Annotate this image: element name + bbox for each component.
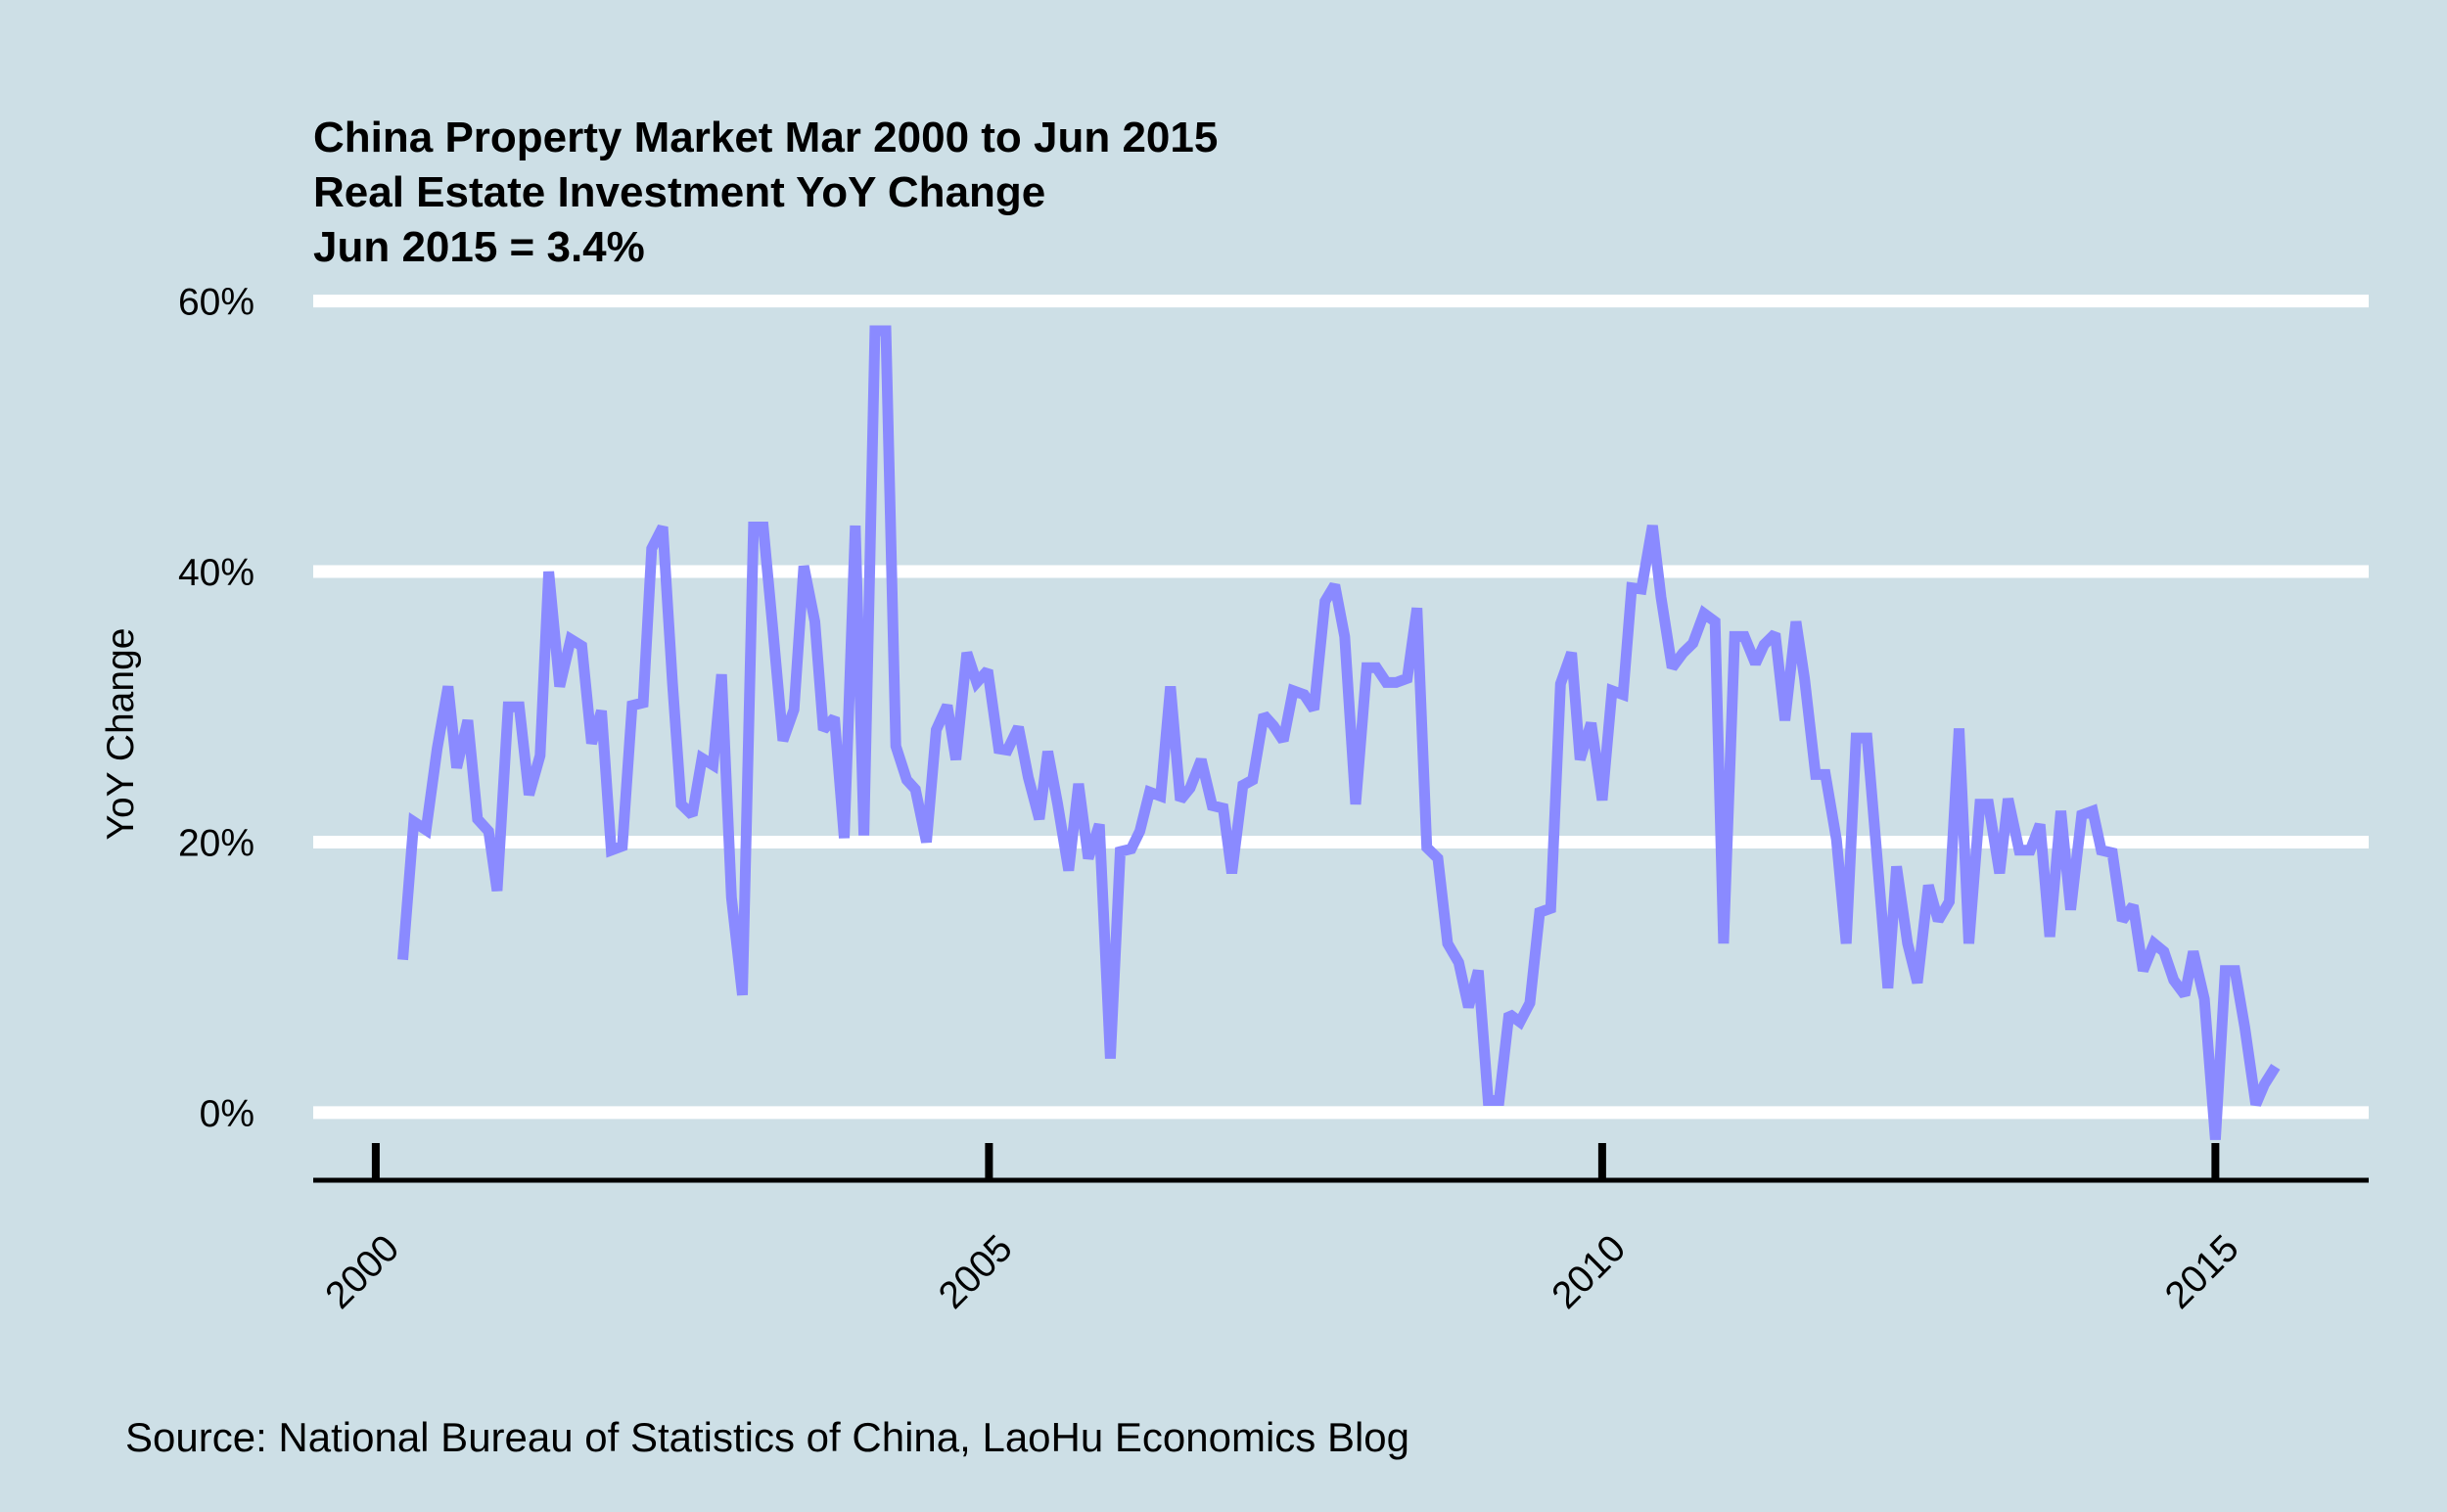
chart-subtitle: Real Estate Investment YoY Change bbox=[313, 168, 1045, 216]
y-tick-label: 0% bbox=[200, 1093, 254, 1135]
x-tick-label: 2015 bbox=[2157, 1227, 2247, 1317]
source: Source: National Bureau of Statistics of… bbox=[125, 1414, 1409, 1460]
y-tick-label: 20% bbox=[178, 822, 254, 864]
x-tick-label: 2000 bbox=[318, 1227, 408, 1317]
annotation: Jun 2015 = 3.4% bbox=[313, 223, 645, 271]
chart-title: China Property Market Mar 2000 to Jun 20… bbox=[313, 114, 1218, 161]
x-tick-label: 2005 bbox=[931, 1227, 1021, 1317]
x-tick-label: 2010 bbox=[1544, 1227, 1634, 1317]
y-tick-label: 40% bbox=[178, 552, 254, 594]
y-axis-label: YoY Change bbox=[100, 628, 142, 841]
y-tick-label: 60% bbox=[178, 282, 254, 324]
data-line bbox=[397, 325, 2281, 1140]
